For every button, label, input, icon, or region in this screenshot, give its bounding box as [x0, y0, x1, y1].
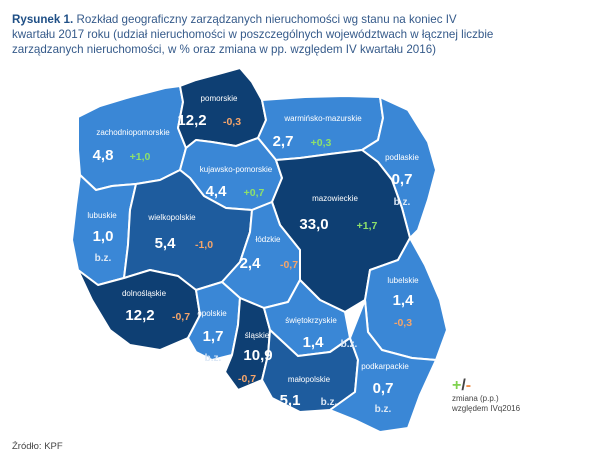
region-share-opolskie: 1,7	[203, 328, 224, 345]
region-opolskie	[187, 281, 241, 361]
region-change-podkarpackie: b.z.	[375, 404, 392, 415]
source-note: Źródło: KPF	[12, 441, 63, 452]
region-share-lubuskie: 1,0	[93, 228, 114, 245]
region-name-wielkopolskie: wielkopolskie	[147, 213, 196, 222]
figure-label: Rysunek 1.	[12, 13, 74, 26]
region-change-kujawsko-pomorskie: +0,7	[244, 187, 265, 199]
region-name-zachodniopomorskie: zachodniopomorskie	[96, 128, 170, 137]
region-share-pomorskie: 12,2	[177, 112, 206, 129]
region-change-lubelskie: -0,3	[394, 317, 412, 329]
region-name-podlaskie: podlaskie	[385, 153, 419, 162]
region-name-podkarpackie: podkarpackie	[361, 362, 409, 371]
region-share-wielkopolskie: 5,4	[155, 235, 177, 252]
region-change-mazowieckie: +1,7	[357, 220, 378, 232]
region-share-slaskie: 10,9	[243, 347, 272, 364]
region-share-podkarpackie: 0,7	[373, 380, 394, 397]
legend-separator: /	[461, 377, 466, 394]
region-share-warminsko-mazurskie: 2,7	[273, 133, 294, 150]
region-name-slaskie: śląskie	[245, 331, 270, 340]
region-change-lodzkie: -0,7	[280, 259, 298, 271]
region-name-lodzkie: łódzkie	[256, 235, 281, 244]
legend-minus: -	[465, 377, 472, 394]
region-share-swietokrzyskie: 1,4	[303, 334, 325, 351]
region-share-podlaskie: 0,7	[392, 171, 413, 188]
region-pomorskie	[177, 67, 267, 149]
region-share-lodzkie: 2,4	[240, 255, 262, 272]
region-change-wielkopolskie: -1,0	[195, 239, 213, 251]
region-name-malopolskie: małopolskie	[288, 375, 331, 384]
region-share-mazowieckie: 33,0	[299, 216, 328, 233]
region-share-malopolskie: 5,1	[280, 392, 301, 409]
region-name-warminsko-mazurskie: warmińsko-mazurskie	[283, 114, 362, 123]
region-share-dolnoslaskie: 12,2	[125, 307, 154, 324]
region-change-podlaskie: b.z.	[394, 197, 411, 208]
region-name-pomorskie: pomorskie	[201, 94, 238, 103]
region-change-swietokrzyskie: b.z.	[341, 339, 358, 350]
region-podkarpackie	[329, 299, 437, 433]
region-change-warminsko-mazurskie: +0,3	[311, 137, 332, 149]
region-share-lubelskie: 1,4	[393, 292, 415, 309]
region-change-dolnoslaskie: -0,7	[172, 311, 190, 323]
region-share-kujawsko-pomorskie: 4,4	[206, 183, 228, 200]
figure-caption-text: Rozkład geograficzny zarządzanych nieruc…	[12, 13, 494, 56]
region-share-zachodniopomorskie: 4,8	[93, 147, 114, 164]
region-name-dolnoslaskie: dolnośląskie	[122, 289, 167, 298]
legend-plus: +	[452, 377, 462, 394]
legend: +/- zmiana (p.p.) względem IVq2016	[452, 378, 522, 413]
region-change-lubuskie: b.z.	[95, 253, 112, 264]
legend-symbol: +/-	[452, 378, 522, 394]
region-change-slaskie: -0,7	[238, 373, 256, 385]
figure-caption: Rysunek 1. Rozkład geograficzny zarządza…	[12, 12, 502, 57]
region-name-mazowieckie: mazowieckie	[312, 194, 358, 203]
region-change-malopolskie: b.z.	[321, 397, 338, 408]
labels-layer: zachodniopomorskie 4,8 +1,0 pomorskie 12,2 -0…	[87, 94, 419, 415]
region-name-swietokrzyskie: świętokrzyskie	[285, 316, 337, 325]
region-name-lubelskie: lubelskie	[387, 276, 419, 285]
legend-text: zmiana (p.p.) względem IVq2016	[452, 394, 521, 413]
region-name-kujawsko-pomorskie: kujawsko-pomorskie	[200, 165, 273, 174]
regions-layer	[71, 67, 448, 433]
region-change-opolskie: b.z.	[205, 353, 222, 364]
region-change-pomorskie: -0,3	[223, 116, 241, 128]
region-name-lubuskie: lubuskie	[87, 211, 117, 220]
region-name-opolskie: opolskie	[197, 309, 227, 318]
region-change-zachodniopomorskie: +1,0	[130, 151, 151, 163]
